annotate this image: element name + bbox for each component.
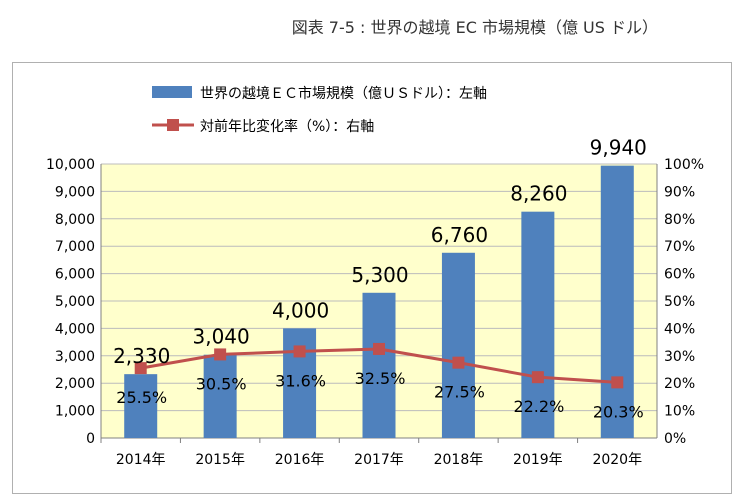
y-left-tick-label: 3,000: [55, 349, 95, 365]
y-right-tick-label: 80%: [664, 212, 695, 228]
y-left-tick-label: 7,000: [55, 239, 95, 255]
growth-marker: [134, 362, 147, 375]
legend-line-marker: [167, 119, 179, 131]
growth-value-label: 27.5%: [434, 383, 485, 402]
bar-value-label: 2,330: [113, 344, 170, 368]
bar: [441, 252, 475, 438]
legend-bar-label: 世界の越境ＥＣ市場規模（億ＵＳドル）：左軸: [200, 85, 487, 102]
growth-value-label: 30.5%: [196, 374, 247, 393]
y-right-tick-label: 70%: [664, 239, 695, 255]
y-left-tick-label: 8,000: [55, 212, 95, 228]
y-left-tick-label: 0: [86, 431, 95, 447]
y-left-tick-label: 1,000: [55, 404, 95, 420]
bar-value-label: 6,760: [431, 223, 488, 247]
bar: [362, 292, 396, 438]
growth-value-label: 32.5%: [355, 369, 406, 388]
bar-value-label: 3,040: [193, 325, 250, 349]
x-tick-label: 2016年: [275, 452, 325, 468]
y-right-tick-label: 60%: [664, 267, 695, 283]
figure-caption: 図表 7-5 : 世界の越境 EC 市場規模（億 US ドル）: [291, 18, 658, 37]
growth-marker: [531, 371, 544, 384]
y-left-tick-label: 4,000: [55, 321, 95, 337]
y-right-tick-label: 10%: [664, 404, 695, 420]
growth-value-label: 31.6%: [275, 371, 326, 390]
x-tick-label: 2014年: [116, 452, 166, 468]
growth-marker: [373, 342, 385, 355]
growth-marker: [611, 376, 624, 389]
growth-value-label: 25.5%: [116, 388, 167, 407]
bar: [124, 374, 158, 438]
legend-bar-swatch: [152, 86, 192, 98]
bar: [521, 211, 555, 438]
y-left-tick-label: 6,000: [55, 267, 95, 283]
bar-value-label: 4,000: [272, 298, 329, 322]
y-left-tick-label: 10,000: [46, 157, 95, 173]
bar-value-label: 5,300: [351, 263, 408, 287]
bar: [203, 354, 237, 438]
y-right-tick-label: 40%: [664, 321, 695, 337]
bar-value-label: 9,940: [590, 136, 647, 160]
growth-value-label: 20.3%: [593, 402, 644, 421]
bar: [600, 165, 634, 439]
y-right-tick-label: 100%: [664, 157, 704, 173]
growth-marker: [452, 356, 465, 369]
bar-value-label: 8,260: [510, 182, 567, 206]
y-left-tick-label: 9,000: [55, 184, 95, 200]
growth-marker: [214, 348, 227, 361]
x-tick-label: 2020年: [592, 452, 642, 468]
y-right-tick-label: 90%: [664, 184, 695, 200]
y-right-tick-label: 50%: [664, 294, 695, 310]
legend-line-label: 対前年比変化率（%）：右軸: [200, 118, 374, 135]
x-tick-label: 2019年: [513, 452, 563, 468]
growth-marker: [293, 345, 306, 358]
y-left-tick-label: 2,000: [55, 376, 95, 392]
growth-value-label: 22.2%: [513, 397, 564, 416]
x-tick-label: 2015年: [195, 452, 245, 468]
y-right-tick-label: 0%: [664, 431, 686, 447]
x-tick-label: 2017年: [354, 452, 404, 468]
y-left-tick-label: 5,000: [55, 294, 95, 310]
y-right-tick-label: 20%: [664, 376, 695, 392]
y-right-tick-label: 30%: [664, 349, 695, 365]
x-tick-label: 2018年: [434, 452, 484, 468]
